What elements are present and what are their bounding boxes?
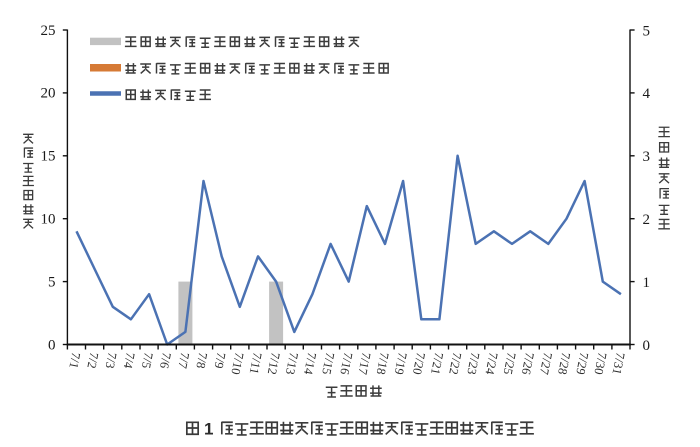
svg-text:7/28: 7/28 [555,351,573,375]
svg-text:4: 4 [643,86,651,102]
svg-text:7/8: 7/8 [193,351,210,369]
svg-text:7/7: 7/7 [175,351,192,369]
svg-text:7/16: 7/16 [337,351,355,375]
svg-text:7/10: 7/10 [228,351,246,375]
svg-text:5: 5 [643,23,651,39]
svg-text:10: 10 [41,212,56,228]
svg-text:7/12: 7/12 [265,351,283,375]
svg-text:0: 0 [643,338,651,354]
svg-text:7/1: 7/1 [66,351,83,369]
svg-text:2: 2 [643,212,651,228]
svg-text:7/13: 7/13 [283,351,301,375]
svg-text:1: 1 [204,420,213,439]
svg-text:20: 20 [41,86,56,102]
svg-text:7/21: 7/21 [428,351,446,375]
svg-text:7/29: 7/29 [573,351,591,375]
svg-text:7/9: 7/9 [212,351,229,369]
svg-text:5: 5 [48,274,56,290]
svg-text:15: 15 [41,149,56,165]
svg-text:7/15: 7/15 [319,351,337,375]
svg-text:7/20: 7/20 [410,351,428,375]
svg-text:1: 1 [643,275,651,291]
svg-text:7/14: 7/14 [301,351,319,376]
svg-text:7/23: 7/23 [464,351,482,375]
svg-text:7/5: 7/5 [139,351,156,369]
svg-text:3: 3 [643,149,651,165]
svg-text:7/11: 7/11 [247,351,265,375]
svg-text:7/4: 7/4 [121,351,138,370]
svg-text:0: 0 [48,337,56,353]
svg-text:7/22: 7/22 [446,351,464,375]
svg-text:7/31: 7/31 [610,351,628,375]
svg-text:7/19: 7/19 [392,351,410,375]
svg-text:7/6: 7/6 [157,351,174,369]
svg-text:7/2: 7/2 [84,351,101,369]
svg-text:7/27: 7/27 [537,351,555,375]
svg-text:7/3: 7/3 [103,351,120,369]
svg-text:7/30: 7/30 [591,351,609,375]
svg-text:7/18: 7/18 [374,351,392,375]
svg-text:7/17: 7/17 [355,351,373,375]
svg-text:7/26: 7/26 [519,351,537,375]
svg-text:25: 25 [41,23,56,39]
svg-text:7/24: 7/24 [482,351,500,376]
svg-text:7/25: 7/25 [501,351,519,375]
